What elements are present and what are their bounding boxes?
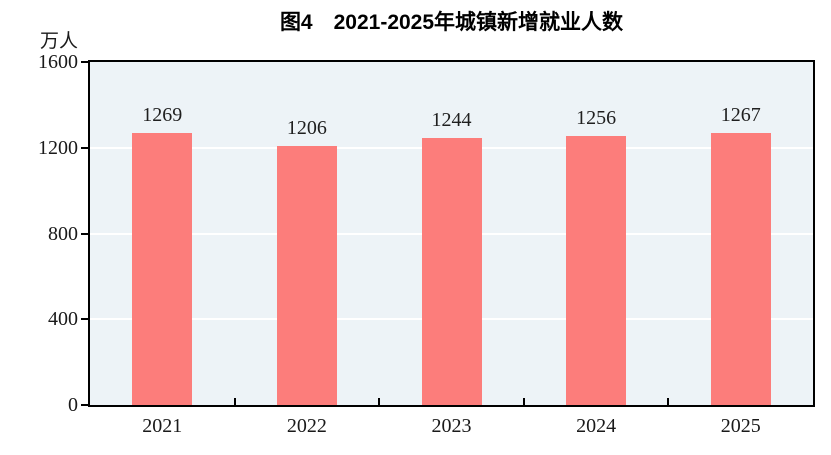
y-tick-mark-1200 [81, 146, 88, 149]
chart-title: 图4 2021-2025年城镇新增就业人数 [279, 11, 624, 34]
y-tick-label-800: 800 [48, 222, 78, 245]
y-axis-unit-label: 万人 [39, 31, 78, 52]
plot-area: 1269 1206 1244 1256 1267 [88, 60, 815, 407]
y-tick-mark-1600 [81, 61, 88, 63]
x-tick-mark-3 [522, 398, 525, 405]
x-tick-mark-2 [378, 398, 381, 405]
x-tick-label-2022: 2022 [286, 415, 327, 437]
x-tick-label-2023: 2023 [431, 415, 472, 437]
y-tick-label-400: 400 [48, 308, 78, 331]
bar-value-label: 1269 [142, 103, 183, 126]
bar-2024 [566, 135, 627, 405]
y-tick-label-1200: 1200 [38, 136, 78, 159]
bar-2025 [710, 133, 771, 405]
y-tick-mark-800 [81, 232, 88, 235]
x-tick-label-2024: 2024 [576, 415, 617, 437]
bar-value-label: 1256 [576, 106, 617, 129]
x-tick-label-2025: 2025 [720, 415, 761, 437]
bar-value-label: 1206 [286, 117, 327, 140]
bar-2023 [421, 138, 482, 405]
bar-value-label: 1244 [431, 109, 472, 132]
bar-2022 [276, 146, 337, 405]
y-tick-mark-400 [81, 318, 88, 321]
x-tick-mark-1 [233, 398, 236, 405]
x-tick-label-2021: 2021 [142, 415, 183, 437]
bar-value-label: 1267 [720, 104, 761, 127]
bar-2021 [132, 132, 193, 405]
y-tick-label-1600: 1600 [38, 51, 78, 73]
y-tick-label-0: 0 [68, 394, 78, 416]
y-tick-mark-0 [81, 404, 88, 406]
x-tick-mark-4 [667, 398, 670, 405]
